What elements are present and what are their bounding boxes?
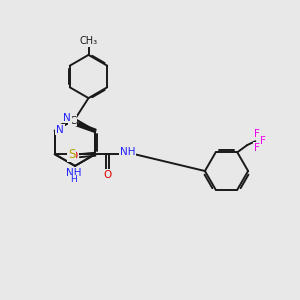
Text: C: C (69, 116, 76, 126)
Text: NH: NH (66, 168, 81, 178)
Text: N: N (63, 112, 71, 123)
Text: H: H (70, 176, 77, 184)
Text: NH: NH (120, 147, 135, 157)
Text: F: F (254, 143, 260, 153)
Text: O: O (104, 169, 112, 180)
Text: S: S (68, 148, 75, 161)
Text: CH₃: CH₃ (80, 36, 98, 46)
Text: O: O (70, 151, 78, 161)
Text: F: F (260, 136, 266, 146)
Text: N: N (56, 124, 64, 135)
Text: F: F (254, 129, 260, 139)
